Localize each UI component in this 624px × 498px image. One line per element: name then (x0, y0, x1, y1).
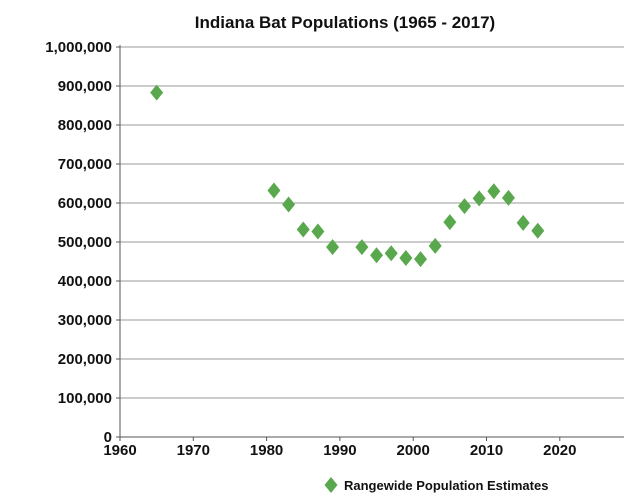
x-tick-label: 1960 (103, 442, 136, 459)
data-point (472, 190, 486, 207)
x-tick-label: 2000 (397, 442, 430, 459)
data-point (326, 239, 340, 256)
data-point (487, 183, 501, 200)
data-point (428, 237, 442, 254)
x-axis-tick-labels: 1960 1970 1980 1990 2000 2010 2020 (103, 442, 576, 459)
data-point (370, 247, 384, 264)
data-point (355, 239, 369, 256)
data-point (296, 221, 310, 238)
data-point (384, 245, 398, 262)
y-tick-label: 800,000 (58, 117, 112, 134)
y-tick-label: 700,000 (58, 156, 112, 173)
data-point (443, 214, 457, 231)
x-tick-label: 1990 (323, 442, 356, 459)
x-tick-label: 1970 (177, 442, 210, 459)
data-point (501, 189, 515, 206)
y-axis-tick-labels: 0 100,000 200,000 300,000 400,000 500,000 600,… (45, 39, 112, 446)
y-tick-label: 500,000 (58, 234, 112, 251)
x-tick-label: 2010 (470, 442, 503, 459)
data-point (414, 251, 428, 268)
legend-marker-diamond (324, 477, 338, 493)
data-point (150, 84, 164, 101)
data-point (267, 182, 281, 199)
y-tick-label: 300,000 (58, 312, 112, 329)
y-tick-label: 1,000,000 (45, 39, 112, 56)
legend: Rangewide Population Estimates (324, 477, 548, 493)
grid-lines (120, 46, 624, 399)
data-point (311, 223, 325, 240)
x-tick-label: 2020 (543, 442, 576, 459)
y-tick-label: 600,000 (58, 195, 112, 212)
data-point (531, 222, 545, 239)
y-tick-label: 400,000 (58, 273, 112, 290)
y-tick-label: 900,000 (58, 78, 112, 95)
x-tick-label: 1980 (250, 442, 283, 459)
legend-label: Rangewide Population Estimates (344, 478, 548, 493)
data-point (458, 198, 472, 215)
data-points (150, 84, 545, 268)
y-tick-label: 100,000 (58, 390, 112, 407)
y-tick-label: 200,000 (58, 351, 112, 368)
data-point (516, 214, 530, 231)
axes (116, 45, 624, 441)
chart-title: Indiana Bat Populations (1965 - 2017) (195, 13, 495, 32)
data-point (282, 196, 296, 213)
y-tick-label: 0 (104, 429, 112, 446)
data-point (399, 249, 413, 266)
